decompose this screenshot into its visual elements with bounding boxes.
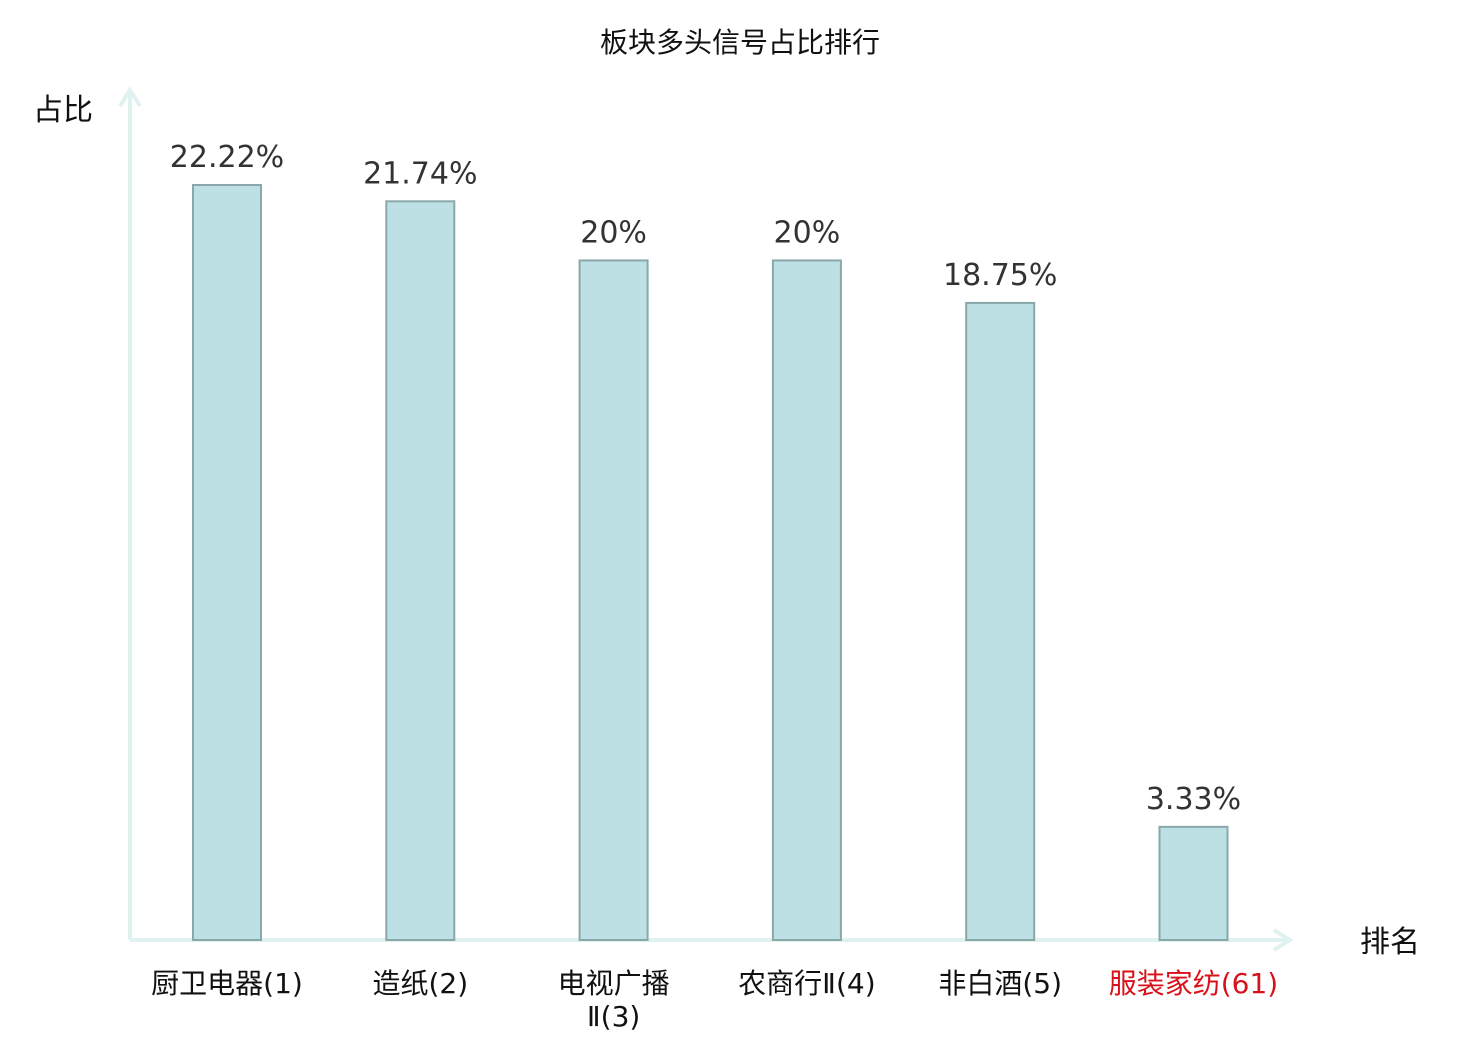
category-label-5: 非白酒(5) bbox=[938, 967, 1062, 1000]
y-axis-label: 占比 bbox=[33, 93, 93, 128]
bar-2 bbox=[385, 200, 456, 941]
bar-value-label-4: 20% bbox=[774, 215, 841, 250]
x-axis-arrow bbox=[1272, 928, 1294, 952]
category-label-3: 电视广播 Ⅱ(3) bbox=[558, 967, 670, 1033]
category-label-6: 服装家纺(61) bbox=[1109, 967, 1278, 1000]
axes bbox=[118, 86, 1294, 952]
bar-value-label-2: 21.74% bbox=[363, 156, 477, 191]
bar-3 bbox=[578, 259, 649, 941]
x-axis-label: 排名 bbox=[1360, 925, 1420, 960]
bar-6 bbox=[1158, 825, 1229, 941]
bars-group bbox=[192, 184, 1229, 941]
category-label-4: 农商行Ⅱ(4) bbox=[738, 967, 875, 1000]
bar-value-label-3: 20% bbox=[580, 215, 647, 250]
chart-title: 板块多头信号占比排行 bbox=[600, 26, 880, 59]
bar-value-label-6: 3.33% bbox=[1146, 782, 1241, 817]
category-label-2: 造纸(2) bbox=[372, 967, 468, 1000]
bar-value-label-1: 22.22% bbox=[170, 140, 284, 175]
bar-5 bbox=[965, 301, 1036, 941]
bar-value-label-5: 18.75% bbox=[943, 258, 1057, 293]
category-labels-group: 厨卫电器(1) 造纸(2) 电视广播 Ⅱ(3) 农商行Ⅱ(4) 非白酒(5) 服装家纺(61… bbox=[151, 967, 1278, 1033]
bar-4 bbox=[771, 259, 842, 941]
y-axis-arrow bbox=[118, 86, 142, 108]
category-label-1: 厨卫电器(1) bbox=[151, 967, 303, 1000]
bar-1 bbox=[192, 184, 262, 941]
value-labels-group: 22.22% 21.74% 20% 20% 18.75% 3.33% bbox=[170, 140, 1241, 817]
